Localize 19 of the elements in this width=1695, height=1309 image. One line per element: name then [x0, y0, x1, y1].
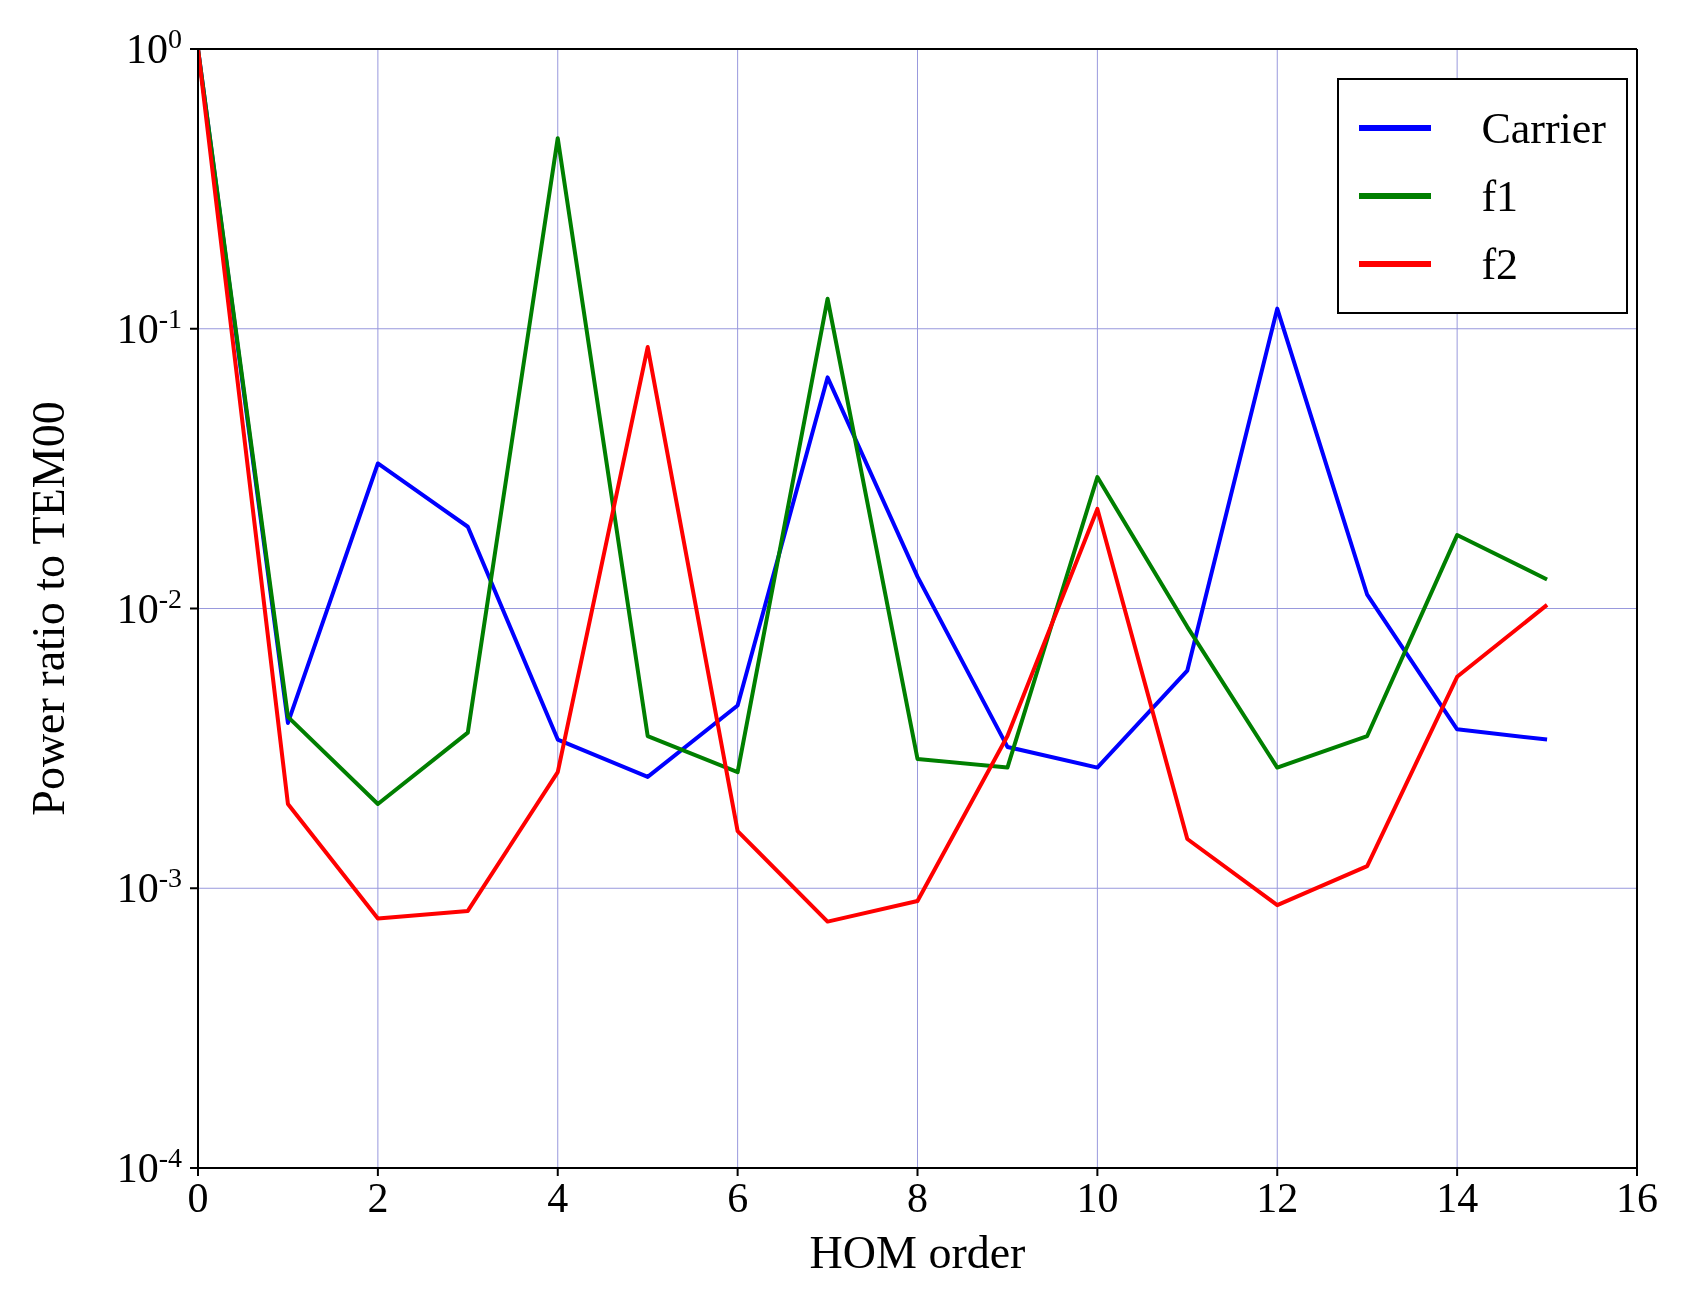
y-tick-label: 10$^{0}$ [126, 22, 182, 72]
x-tick-label: 12 [1256, 1175, 1299, 1221]
y-tick-label: 10$^{-2}$ [116, 582, 182, 632]
x-tick-label: 2 [367, 1175, 389, 1221]
legend-label: Carrier [1481, 102, 1606, 154]
y-tick-label: 10$^{-1}$ [116, 302, 182, 352]
x-tick-label: 4 [547, 1175, 569, 1221]
x-axis-title: HOM order [809, 1227, 1026, 1278]
x-tick-label: 14 [1436, 1175, 1479, 1221]
x-tick-label: 6 [727, 1175, 749, 1221]
legend-label: f1 [1481, 170, 1519, 222]
legend-label: f2 [1481, 238, 1519, 290]
x-tick-label: 10 [1076, 1175, 1119, 1221]
y-tick-label: 10$^{-3}$ [116, 861, 182, 912]
x-tick-label: 16 [1616, 1175, 1658, 1221]
x-tick-label: 0 [187, 1175, 209, 1221]
y-tick-label: 10$^{-4}$ [116, 1141, 182, 1191]
y-axis-title: Power ratio to TEM00 [23, 401, 75, 816]
x-tick-label: 8 [907, 1175, 928, 1221]
